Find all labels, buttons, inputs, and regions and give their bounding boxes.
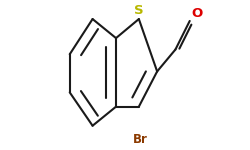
Text: Br: Br [132,133,148,146]
Text: S: S [134,4,144,17]
Text: O: O [192,7,203,20]
